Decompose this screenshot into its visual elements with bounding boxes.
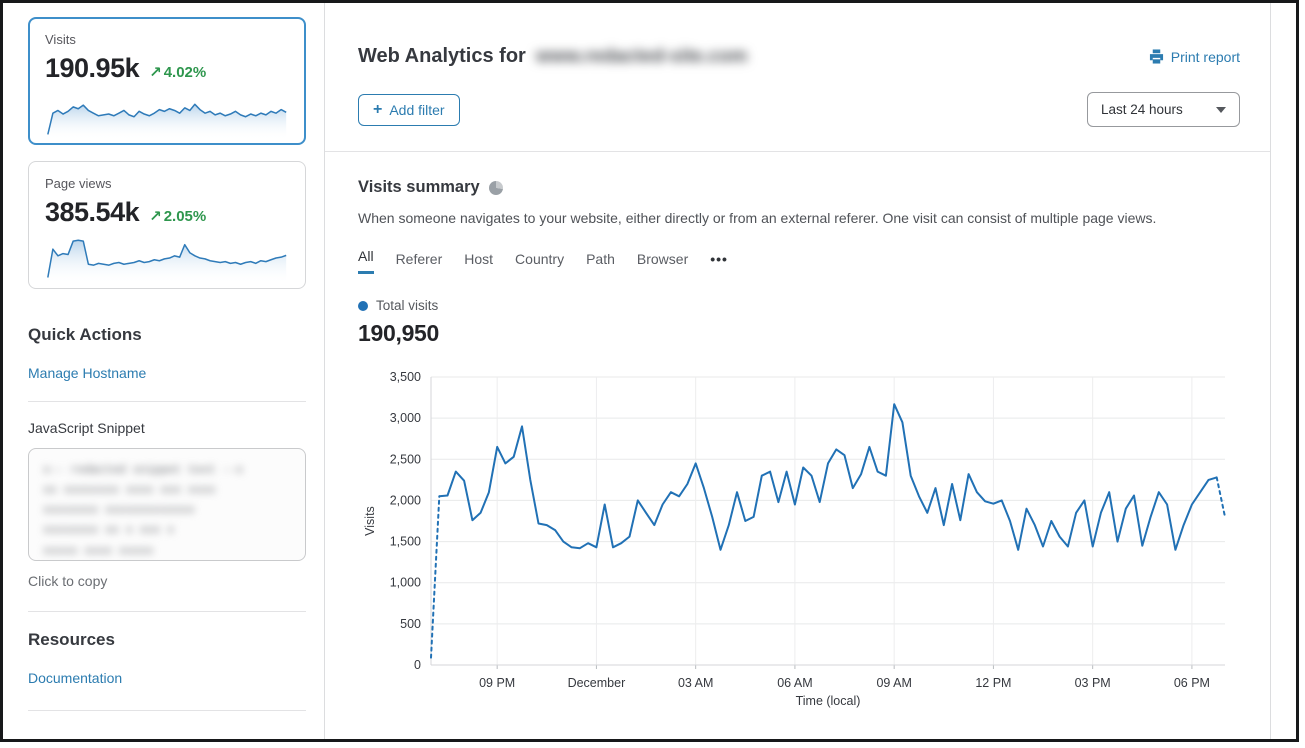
time-range-value: Last 24 hours bbox=[1101, 102, 1183, 117]
visits-chart-container: 0 500 1,000 1,500 2,000 2,500 3,000 3,500 09 PM D… bbox=[358, 363, 1240, 720]
svg-text:09 AM: 09 AM bbox=[876, 676, 911, 690]
section-divider bbox=[325, 151, 1270, 152]
svg-text:3,500: 3,500 bbox=[390, 370, 421, 384]
tab-host[interactable]: Host bbox=[464, 251, 494, 267]
tab-browser[interactable]: Browser bbox=[636, 251, 689, 267]
visits-card-metric: 190.95k ↗ 4.02% bbox=[45, 53, 289, 84]
svg-text:500: 500 bbox=[400, 617, 421, 631]
tab-all[interactable]: All bbox=[358, 248, 374, 274]
svg-text:0: 0 bbox=[414, 658, 421, 672]
trend-up-icon: ↗ bbox=[149, 64, 162, 81]
svg-text:1,000: 1,000 bbox=[390, 576, 421, 590]
click-to-copy-hint: Click to copy bbox=[28, 573, 108, 589]
add-filter-button[interactable]: + Add filter bbox=[358, 93, 460, 126]
print-report-label: Print report bbox=[1170, 48, 1240, 65]
visits-summary-heading: Visits summary bbox=[358, 178, 480, 196]
svg-text:03 AM: 03 AM bbox=[678, 676, 713, 690]
visits-metric-card[interactable]: Visits 190.95k ↗ 4.02% bbox=[28, 17, 306, 145]
page-title-row: Web Analytics for www.redacted-site.com bbox=[358, 45, 747, 68]
visits-summary-heading-row: Visits summary bbox=[358, 178, 1240, 197]
add-filter-label: Add filter bbox=[389, 101, 445, 118]
more-tabs-button[interactable]: ••• bbox=[710, 251, 728, 267]
javascript-snippet-box[interactable]: x-- redacted snippet text --x xx xxxxxxx… bbox=[28, 448, 306, 561]
svg-text:December: December bbox=[568, 676, 626, 690]
tab-country[interactable]: Country bbox=[515, 251, 565, 267]
svg-text:3,000: 3,000 bbox=[390, 411, 421, 425]
javascript-snippet-label: JavaScript Snippet bbox=[28, 420, 145, 436]
plus-icon: + bbox=[373, 100, 383, 118]
legend-label: Total visits bbox=[376, 298, 439, 313]
total-visits-value: 190,950 bbox=[358, 320, 440, 346]
documentation-link[interactable]: Documentation bbox=[28, 670, 123, 686]
visits-sparkline bbox=[47, 103, 287, 141]
legend-dot-icon bbox=[358, 300, 368, 311]
visits-summary-description: When someone navigates to your website, … bbox=[358, 210, 1157, 226]
sidebar: Visits 190.95k ↗ 4.02% Page views 385.54k… bbox=[3, 3, 325, 739]
trend-up-icon: ↗ bbox=[149, 208, 162, 225]
redacted-domain: www.redacted-site.com bbox=[535, 45, 748, 67]
page-views-change-value: 2.05% bbox=[163, 208, 207, 225]
pie-chart-icon bbox=[488, 180, 503, 195]
chevron-down-icon bbox=[1216, 106, 1226, 113]
svg-text:2,000: 2,000 bbox=[390, 493, 421, 507]
right-gutter bbox=[1271, 3, 1296, 739]
svg-text:06 PM: 06 PM bbox=[1174, 676, 1210, 690]
visits-line-chart: 0 500 1,000 1,500 2,000 2,500 3,000 3,500 09 PM D… bbox=[363, 370, 1226, 708]
visits-card-value: 190.95k bbox=[45, 53, 140, 83]
chart-legend: Total visits bbox=[358, 298, 1240, 313]
svg-text:2,500: 2,500 bbox=[390, 452, 421, 466]
page-views-card-change: ↗ 2.05% bbox=[149, 207, 206, 225]
svg-text:Time (local): Time (local) bbox=[796, 694, 861, 708]
svg-text:12 PM: 12 PM bbox=[975, 676, 1011, 690]
resources-heading: Resources bbox=[28, 630, 115, 649]
page-title: Web Analytics for bbox=[358, 45, 526, 67]
sidebar-divider bbox=[28, 611, 306, 612]
printer-icon bbox=[1149, 49, 1163, 64]
svg-text:06 AM: 06 AM bbox=[777, 676, 812, 690]
print-report-link[interactable]: Print report bbox=[1149, 49, 1240, 65]
page-views-card-metric: 385.54k ↗ 2.05% bbox=[45, 197, 289, 228]
dimension-tabs: All Referer Host Country Path Browser ••… bbox=[358, 248, 1240, 274]
tab-path[interactable]: Path bbox=[586, 251, 615, 267]
main-panel: Web Analytics for www.redacted-site.com … bbox=[325, 3, 1271, 739]
visits-change-value: 4.02% bbox=[163, 64, 207, 81]
page-views-card-value: 385.54k bbox=[45, 197, 140, 227]
visits-card-title: Visits bbox=[45, 32, 76, 47]
sidebar-divider bbox=[28, 401, 306, 402]
manage-hostname-link[interactable]: Manage Hostname bbox=[28, 365, 147, 381]
svg-text:Visits: Visits bbox=[363, 506, 377, 536]
page-views-card-title: Page views bbox=[45, 176, 112, 191]
sidebar-divider bbox=[28, 710, 306, 711]
visits-card-change: ↗ 4.02% bbox=[149, 63, 206, 81]
svg-text:1,500: 1,500 bbox=[390, 535, 421, 549]
toolbar: + Add filter Last 24 hours bbox=[358, 92, 1240, 127]
time-range-dropdown[interactable]: Last 24 hours bbox=[1087, 92, 1240, 127]
page-views-sparkline bbox=[47, 239, 287, 285]
javascript-snippet-redacted-code: x-- redacted snippet text --x xx xxxxxxx… bbox=[43, 464, 244, 558]
tab-referer[interactable]: Referer bbox=[395, 251, 443, 267]
quick-actions-heading: Quick Actions bbox=[28, 325, 142, 344]
main-header: Web Analytics for www.redacted-site.com … bbox=[358, 45, 1240, 68]
page-views-metric-card[interactable]: Page views 385.54k ↗ 2.05% bbox=[28, 161, 306, 289]
svg-text:09 PM: 09 PM bbox=[479, 676, 515, 690]
svg-text:03 PM: 03 PM bbox=[1075, 676, 1111, 690]
